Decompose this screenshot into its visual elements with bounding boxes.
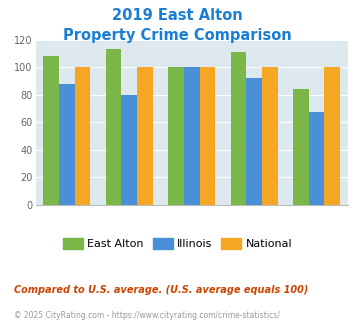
Bar — [168, 67, 184, 205]
Bar — [121, 95, 137, 205]
Bar — [75, 67, 90, 205]
Bar — [262, 67, 278, 205]
Bar — [293, 89, 309, 205]
Bar — [59, 83, 75, 205]
Bar — [324, 67, 340, 205]
Legend: East Alton, Illinois, National: East Alton, Illinois, National — [58, 234, 297, 253]
Text: © 2025 CityRating.com - https://www.cityrating.com/crime-statistics/: © 2025 CityRating.com - https://www.city… — [14, 311, 280, 320]
Text: Compared to U.S. average. (U.S. average equals 100): Compared to U.S. average. (U.S. average … — [14, 285, 308, 295]
Bar — [246, 78, 262, 205]
Bar — [106, 49, 121, 205]
Bar — [137, 67, 153, 205]
Text: 2019 East Alton: 2019 East Alton — [112, 8, 243, 23]
Bar — [309, 113, 324, 205]
Bar — [184, 67, 200, 205]
Bar — [200, 67, 215, 205]
Bar — [43, 56, 59, 205]
Text: Property Crime Comparison: Property Crime Comparison — [63, 28, 292, 43]
Bar — [231, 52, 246, 205]
